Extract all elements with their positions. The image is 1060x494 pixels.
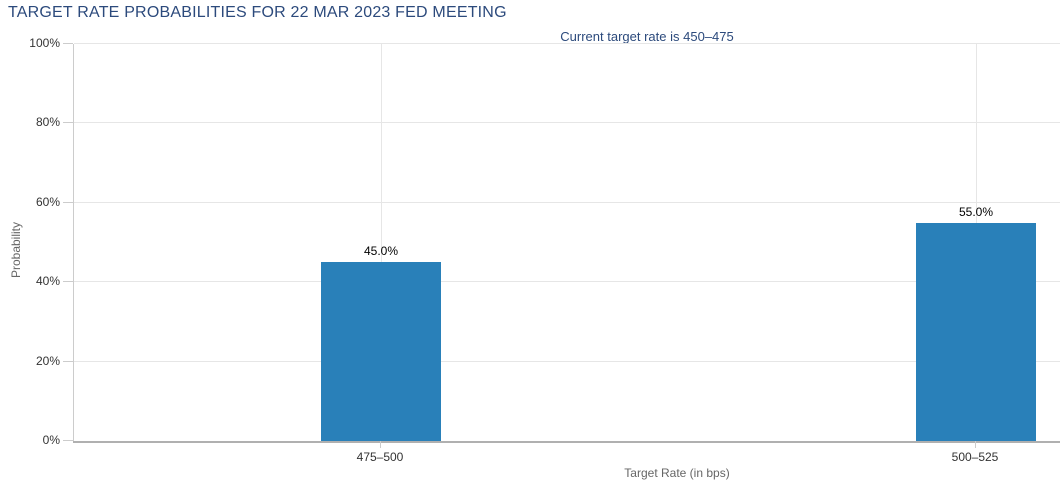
y-tick-mark <box>63 122 73 124</box>
y-tick-label: 0% <box>42 433 60 447</box>
y-tick-mark <box>63 281 73 283</box>
y-gridline <box>74 122 1060 124</box>
chart-subtitle: Current target rate is 450–475 <box>560 29 734 44</box>
y-tick-label: 100% <box>29 36 60 50</box>
y-tick-label: 60% <box>35 194 60 209</box>
y-tick-label: 80% <box>35 115 60 130</box>
chart-title: TARGET RATE PROBABILITIES FOR 22 MAR 202… <box>8 4 507 21</box>
x-category-label: 475–500 <box>356 450 404 464</box>
y-gridline <box>74 43 1060 44</box>
bar-value-label: 55.0% <box>958 205 994 219</box>
bar-value-label: 45.0% <box>363 244 399 258</box>
probability-bar[interactable] <box>321 262 441 441</box>
x-axis-line <box>73 441 1060 443</box>
x-tick-mark <box>975 441 976 448</box>
x-tick-mark <box>380 441 381 448</box>
y-tick-mark <box>63 360 73 362</box>
y-gridline <box>74 281 1060 283</box>
x-axis-title: Target Rate (in bps) <box>624 466 730 480</box>
y-gridline <box>74 360 1060 362</box>
y-tick-label: 40% <box>35 274 60 289</box>
y-tick-mark <box>63 201 73 203</box>
y-axis-title: Probability <box>9 221 23 279</box>
y-tick-label: 20% <box>35 353 60 368</box>
probability-bar[interactable] <box>916 223 1036 441</box>
x-category-label: 500–525 <box>951 450 999 464</box>
y-tick-mark <box>63 43 73 44</box>
x-gridline <box>381 44 382 441</box>
y-gridline <box>74 201 1060 203</box>
plot-area: 45.0% 55.0% <box>73 43 1060 441</box>
y-tick-mark <box>63 440 73 441</box>
